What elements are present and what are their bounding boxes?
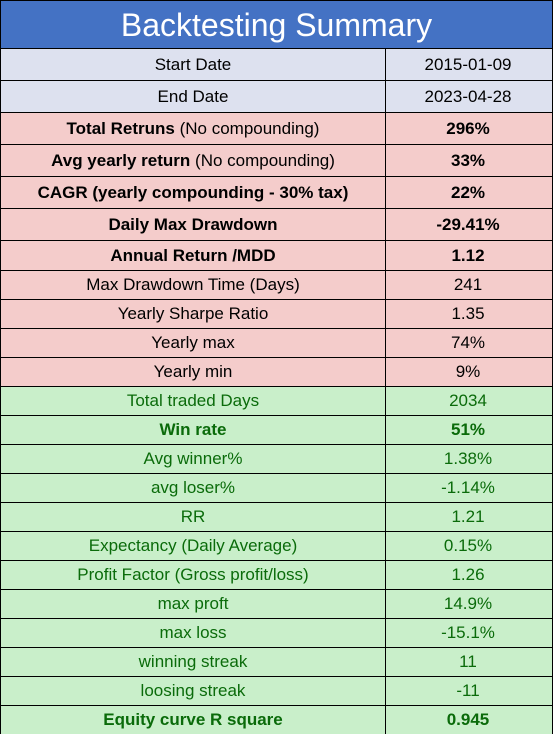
row-total-returns: Total Retruns (No compounding) 296% <box>1 113 552 145</box>
label-bold: Total Retruns <box>66 118 175 138</box>
row-rr: RR 1.21 <box>1 503 552 532</box>
row-cagr: CAGR (yearly compounding - 30% tax) 22% <box>1 177 552 209</box>
row-label: CAGR (yearly compounding - 30% tax) <box>1 177 386 208</box>
row-label: Avg winner% <box>1 445 386 473</box>
row-value: -29.41% <box>436 214 500 234</box>
row-label: Win rate <box>1 416 386 444</box>
row-value: 241 <box>453 275 483 294</box>
row-total-traded-days: Total traded Days 2034 <box>1 387 552 416</box>
row-value: -1.14% <box>441 478 495 497</box>
row-value: -11 <box>456 681 480 700</box>
row-label: End Date <box>1 81 386 112</box>
row-label: Expectancy (Daily Average) <box>1 532 386 560</box>
row-label: Daily Max Drawdown <box>1 209 386 240</box>
row-label: Yearly min <box>1 358 386 386</box>
row-label: Start Date <box>1 49 386 80</box>
row-daily-max-drawdown: Daily Max Drawdown -29.41% <box>1 209 552 241</box>
label-bold: Avg yearly return <box>51 150 191 170</box>
row-start-date: Start Date 2015-01-09 <box>1 49 552 81</box>
row-label: Max Drawdown Time (Days) <box>1 271 386 299</box>
table-title: Backtesting Summary <box>1 1 552 49</box>
row-loosing-streak: loosing streak -11 <box>1 677 552 706</box>
row-annual-return-mdd: Annual Return /MDD 1.12 <box>1 241 552 271</box>
row-value: 2023-04-28 <box>424 86 512 106</box>
row-end-date: End Date 2023-04-28 <box>1 81 552 113</box>
row-value: 11 <box>459 652 477 671</box>
row-value: 2015-01-09 <box>424 54 512 74</box>
row-label: avg loser% <box>1 474 386 502</box>
row-label: RR <box>1 503 386 531</box>
row-label: Yearly Sharpe Ratio <box>1 300 386 328</box>
row-value: 74% <box>450 333 486 352</box>
row-yearly-sharpe: Yearly Sharpe Ratio 1.35 <box>1 300 552 329</box>
row-value: 1.26 <box>451 565 485 584</box>
row-label: loosing streak <box>1 677 386 705</box>
row-label: max loss <box>1 619 386 647</box>
row-expectancy: Expectancy (Daily Average) 0.15% <box>1 532 552 561</box>
row-value: -15.1% <box>441 623 495 642</box>
row-label: winning streak <box>1 648 386 676</box>
row-value: 14.9% <box>443 594 493 613</box>
row-label: Total Retruns (No compounding) <box>1 113 386 144</box>
row-value: 51% <box>450 420 486 439</box>
row-label: Avg yearly return (No compounding) <box>1 145 386 176</box>
row-value: 1.38% <box>443 449 493 468</box>
row-max-profit: max proft 14.9% <box>1 590 552 619</box>
label-note: (No compounding) <box>190 150 335 170</box>
row-winning-streak: winning streak 11 <box>1 648 552 677</box>
row-label: max proft <box>1 590 386 618</box>
row-avg-loser: avg loser% -1.14% <box>1 474 552 503</box>
row-yearly-min: Yearly min 9% <box>1 358 552 387</box>
row-profit-factor: Profit Factor (Gross profit/loss) 1.26 <box>1 561 552 590</box>
row-value: 0.15% <box>443 536 493 555</box>
row-value: 296% <box>446 118 490 138</box>
row-value: 1.35 <box>451 304 485 323</box>
row-value: 0.945 <box>446 710 490 729</box>
row-avg-yearly-return: Avg yearly return (No compounding) 33% <box>1 145 552 177</box>
row-max-loss: max loss -15.1% <box>1 619 552 648</box>
row-value: 9% <box>455 362 481 381</box>
row-yearly-max: Yearly max 74% <box>1 329 552 358</box>
row-value: 1.21 <box>451 507 485 526</box>
row-label: Annual Return /MDD <box>1 241 386 270</box>
row-value: 2034 <box>449 391 487 410</box>
row-max-drawdown-time: Max Drawdown Time (Days) 241 <box>1 271 552 300</box>
row-label: Total traded Days <box>1 387 386 415</box>
row-value: 22% <box>450 182 486 202</box>
row-equity-r-square: Equity curve R square 0.945 <box>1 706 552 734</box>
row-label: Equity curve R square <box>1 706 386 734</box>
row-value: 1.12 <box>451 245 485 265</box>
row-label: Profit Factor (Gross profit/loss) <box>1 561 386 589</box>
row-value: 33% <box>450 150 486 170</box>
label-note: (No compounding) <box>174 118 320 138</box>
row-win-rate: Win rate 51% <box>1 416 552 445</box>
row-avg-winner: Avg winner% 1.38% <box>1 445 552 474</box>
row-label: Yearly max <box>1 329 386 357</box>
